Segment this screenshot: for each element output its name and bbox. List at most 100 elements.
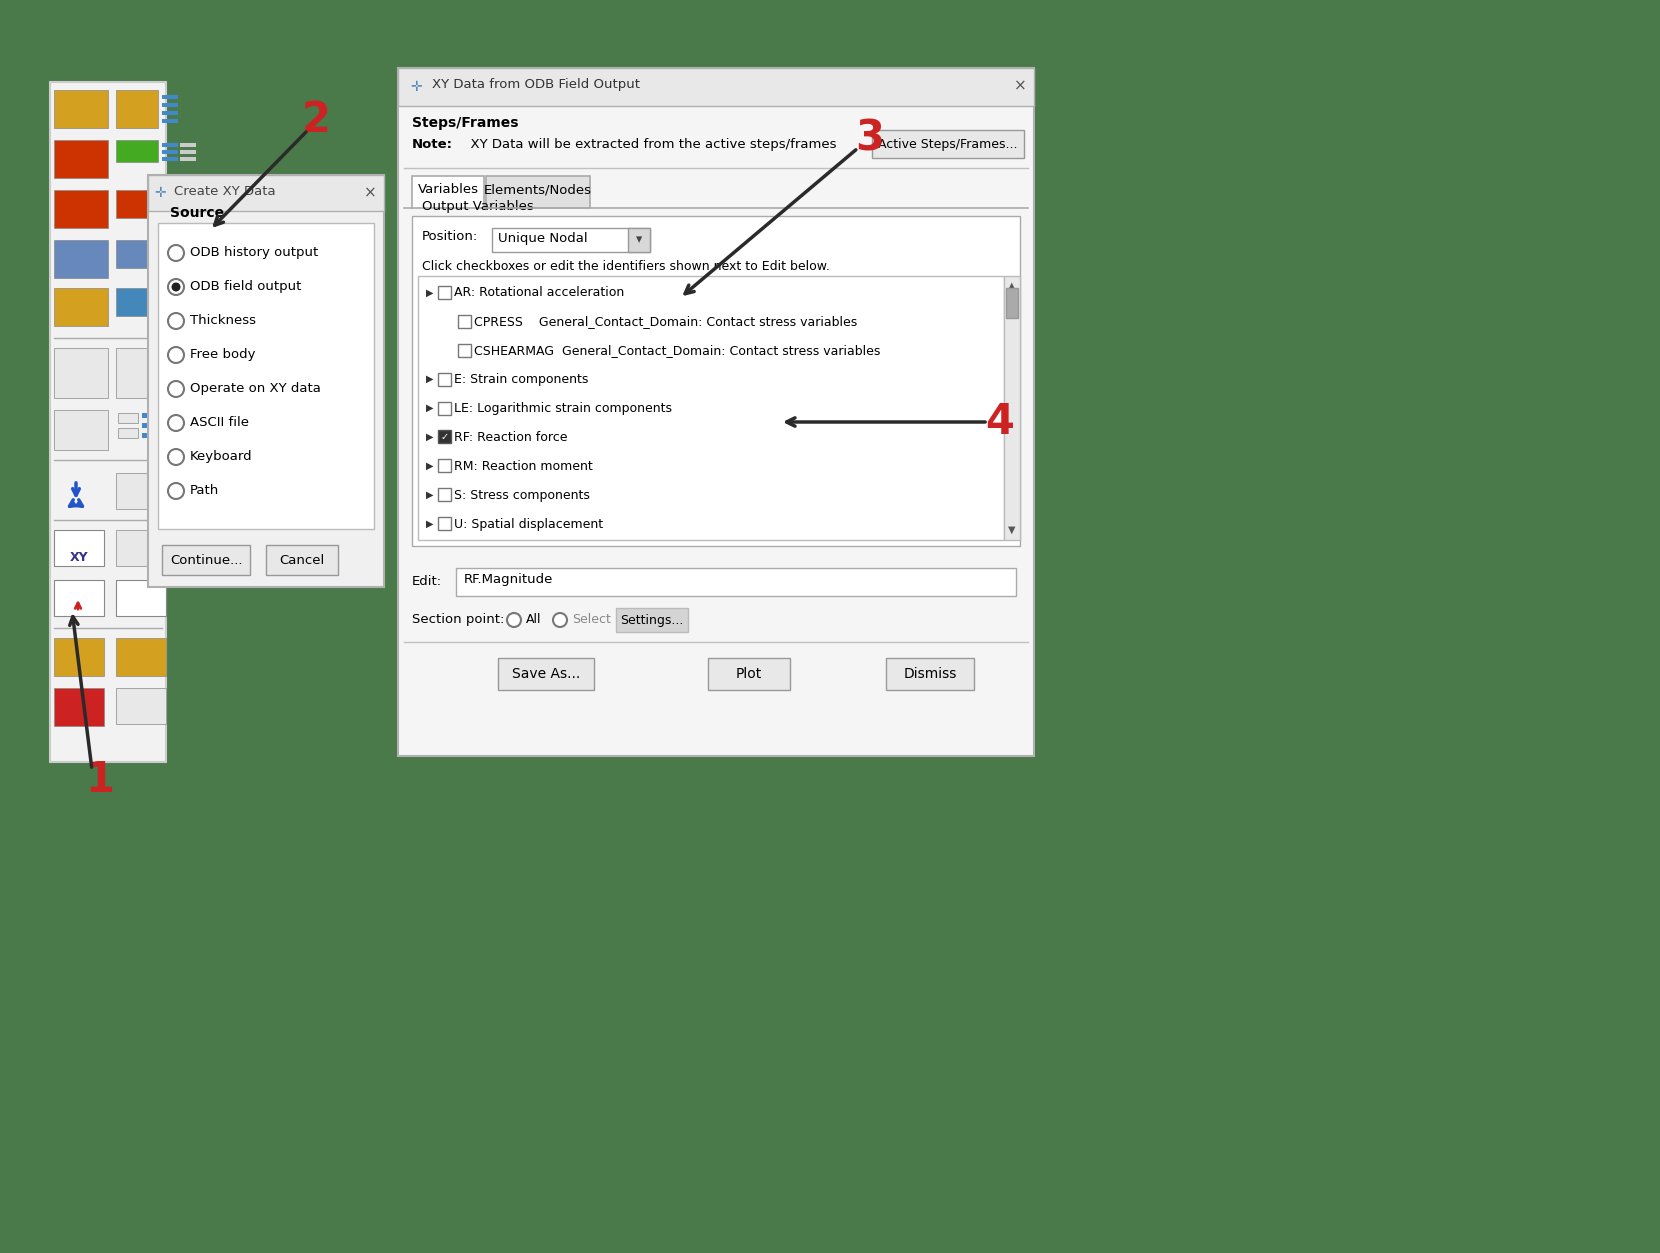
Text: ODB field output: ODB field output bbox=[189, 279, 302, 293]
Bar bbox=[398, 68, 1034, 756]
Text: Operate on XY data: Operate on XY data bbox=[189, 382, 320, 395]
Circle shape bbox=[506, 613, 521, 626]
Text: XY Data will be extracted from the active steps/frames: XY Data will be extracted from the activ… bbox=[461, 138, 837, 152]
Text: ▶: ▶ bbox=[427, 490, 433, 500]
Text: U: Spatial displacement: U: Spatial displacement bbox=[453, 517, 603, 530]
Bar bbox=[55, 288, 108, 326]
Bar bbox=[55, 190, 108, 228]
Bar bbox=[491, 228, 651, 252]
Text: ▶: ▶ bbox=[427, 375, 433, 385]
Bar bbox=[163, 143, 178, 147]
Bar bbox=[148, 175, 383, 211]
Text: AR: Rotational acceleration: AR: Rotational acceleration bbox=[453, 287, 624, 299]
Text: ✛: ✛ bbox=[410, 80, 422, 94]
Bar bbox=[163, 243, 178, 248]
Text: Create XY Data: Create XY Data bbox=[174, 185, 276, 198]
Text: Unique Nodal: Unique Nodal bbox=[498, 232, 588, 246]
Circle shape bbox=[168, 482, 184, 499]
Bar bbox=[55, 530, 105, 566]
Bar bbox=[438, 372, 452, 386]
Text: Active Steps/Frames...: Active Steps/Frames... bbox=[878, 138, 1018, 150]
Bar bbox=[872, 130, 1024, 158]
Text: CPRESS    General_Contact_Domain: Contact stress variables: CPRESS General_Contact_Domain: Contact s… bbox=[475, 316, 857, 328]
Bar bbox=[163, 157, 178, 160]
Bar bbox=[116, 472, 166, 509]
Text: Free body: Free body bbox=[189, 348, 256, 361]
Bar bbox=[412, 216, 1019, 546]
Text: ▶: ▶ bbox=[427, 519, 433, 529]
Text: RM: Reaction moment: RM: Reaction moment bbox=[453, 460, 593, 472]
Text: Thickness: Thickness bbox=[189, 315, 256, 327]
Text: ▶: ▶ bbox=[427, 287, 433, 297]
Text: 3: 3 bbox=[855, 117, 885, 159]
Text: RF: Reaction force: RF: Reaction force bbox=[453, 431, 568, 444]
Text: CSHEARMAG  General_Contact_Domain: Contact stress variables: CSHEARMAG General_Contact_Domain: Contac… bbox=[475, 345, 880, 357]
Bar bbox=[163, 545, 251, 575]
Bar bbox=[55, 140, 108, 178]
Bar bbox=[55, 241, 108, 278]
Text: ▲: ▲ bbox=[1008, 281, 1016, 291]
Bar bbox=[886, 658, 974, 690]
Text: Position:: Position: bbox=[422, 231, 478, 243]
Text: XY Data from ODB Field Output: XY Data from ODB Field Output bbox=[432, 78, 641, 91]
Bar bbox=[116, 241, 158, 268]
Text: Dismiss: Dismiss bbox=[903, 667, 956, 680]
Bar bbox=[116, 348, 169, 398]
Circle shape bbox=[168, 449, 184, 465]
Bar bbox=[116, 530, 166, 566]
Text: RF.Magnitude: RF.Magnitude bbox=[465, 573, 553, 586]
Bar bbox=[163, 309, 178, 315]
Circle shape bbox=[168, 246, 184, 261]
Bar bbox=[116, 288, 158, 316]
Bar bbox=[438, 401, 452, 415]
Text: ×: × bbox=[1014, 78, 1026, 93]
Bar bbox=[1006, 288, 1018, 318]
Text: ASCII file: ASCII file bbox=[189, 416, 249, 429]
Bar bbox=[143, 413, 169, 419]
Bar bbox=[143, 424, 169, 429]
Bar bbox=[458, 315, 471, 328]
Bar bbox=[55, 688, 105, 725]
Text: S: Stress components: S: Stress components bbox=[453, 489, 589, 501]
Text: Path: Path bbox=[189, 484, 219, 497]
Text: ▶: ▶ bbox=[427, 403, 433, 413]
Bar bbox=[709, 658, 790, 690]
Bar bbox=[158, 223, 374, 529]
Text: ▶: ▶ bbox=[427, 461, 433, 471]
Text: Continue...: Continue... bbox=[169, 554, 242, 566]
Bar bbox=[116, 140, 158, 162]
Text: Cancel: Cancel bbox=[279, 554, 325, 566]
Text: Section point:: Section point: bbox=[412, 613, 505, 626]
Bar bbox=[163, 112, 178, 115]
Bar bbox=[498, 658, 594, 690]
Circle shape bbox=[553, 613, 568, 626]
Text: Click checkboxes or edit the identifiers shown next to Edit below.: Click checkboxes or edit the identifiers… bbox=[422, 261, 830, 273]
Bar bbox=[163, 202, 178, 207]
Bar bbox=[118, 413, 138, 424]
Text: Select: Select bbox=[573, 613, 611, 626]
Text: Output Variables: Output Variables bbox=[422, 200, 535, 213]
Text: ✓: ✓ bbox=[440, 432, 448, 442]
Bar bbox=[50, 81, 166, 762]
Bar bbox=[418, 276, 1004, 540]
Bar bbox=[163, 252, 178, 257]
Text: Elements/Nodes: Elements/Nodes bbox=[485, 183, 593, 195]
Bar bbox=[55, 580, 105, 616]
Bar bbox=[163, 211, 178, 216]
Text: Steps/Frames: Steps/Frames bbox=[412, 117, 518, 130]
Text: LE: Logarithmic strain components: LE: Logarithmic strain components bbox=[453, 402, 672, 415]
Circle shape bbox=[168, 279, 184, 294]
Bar bbox=[438, 489, 452, 501]
Bar bbox=[163, 150, 178, 154]
Bar bbox=[438, 286, 452, 299]
Text: Source: Source bbox=[169, 205, 224, 221]
Bar bbox=[438, 460, 452, 472]
Text: Variables: Variables bbox=[418, 183, 478, 195]
Text: XY: XY bbox=[70, 550, 88, 564]
Text: ×: × bbox=[364, 185, 377, 200]
Circle shape bbox=[168, 347, 184, 363]
Bar bbox=[412, 175, 485, 208]
Bar bbox=[55, 410, 108, 450]
Bar bbox=[116, 580, 166, 616]
Text: ▶: ▶ bbox=[427, 432, 433, 442]
